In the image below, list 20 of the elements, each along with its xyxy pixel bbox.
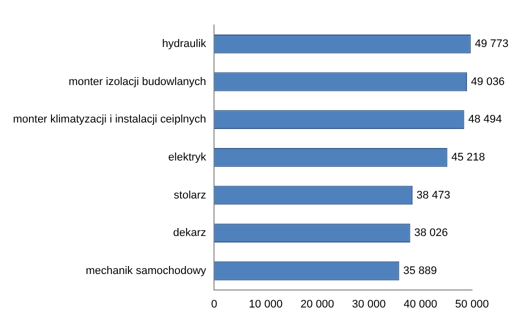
y-tick-label: mechanik samochodowy: [86, 264, 207, 277]
y-tick-label: dekarz: [173, 227, 206, 240]
x-tick-label: 40 000: [404, 298, 438, 310]
y-tick-label: monter klimatyzacji i instalacji ceiplnych: [12, 114, 206, 126]
data-label: 38 026: [414, 227, 448, 240]
data-label: 35 889: [403, 264, 437, 277]
x-tick-label: 20 000: [300, 298, 334, 310]
x-tick-label: 10 000: [248, 298, 283, 310]
data-label: 38 473: [416, 189, 450, 202]
data-label: 49 036: [471, 76, 505, 88]
data-label: 45 218: [451, 151, 485, 164]
y-tick-label: elektryk: [168, 151, 207, 164]
y-tick-label: monter izolacji budowlanych: [68, 76, 206, 88]
data-label: 48 494: [468, 114, 502, 126]
x-tick-label: 0: [211, 298, 218, 310]
x-tick-label: 50 000: [455, 298, 489, 310]
x-tick-label: 30 000: [352, 298, 386, 310]
y-tick-label: stolarz: [174, 189, 206, 202]
y-tick-label: hydraulik: [162, 38, 207, 50]
data-label: 49 773: [474, 38, 508, 50]
